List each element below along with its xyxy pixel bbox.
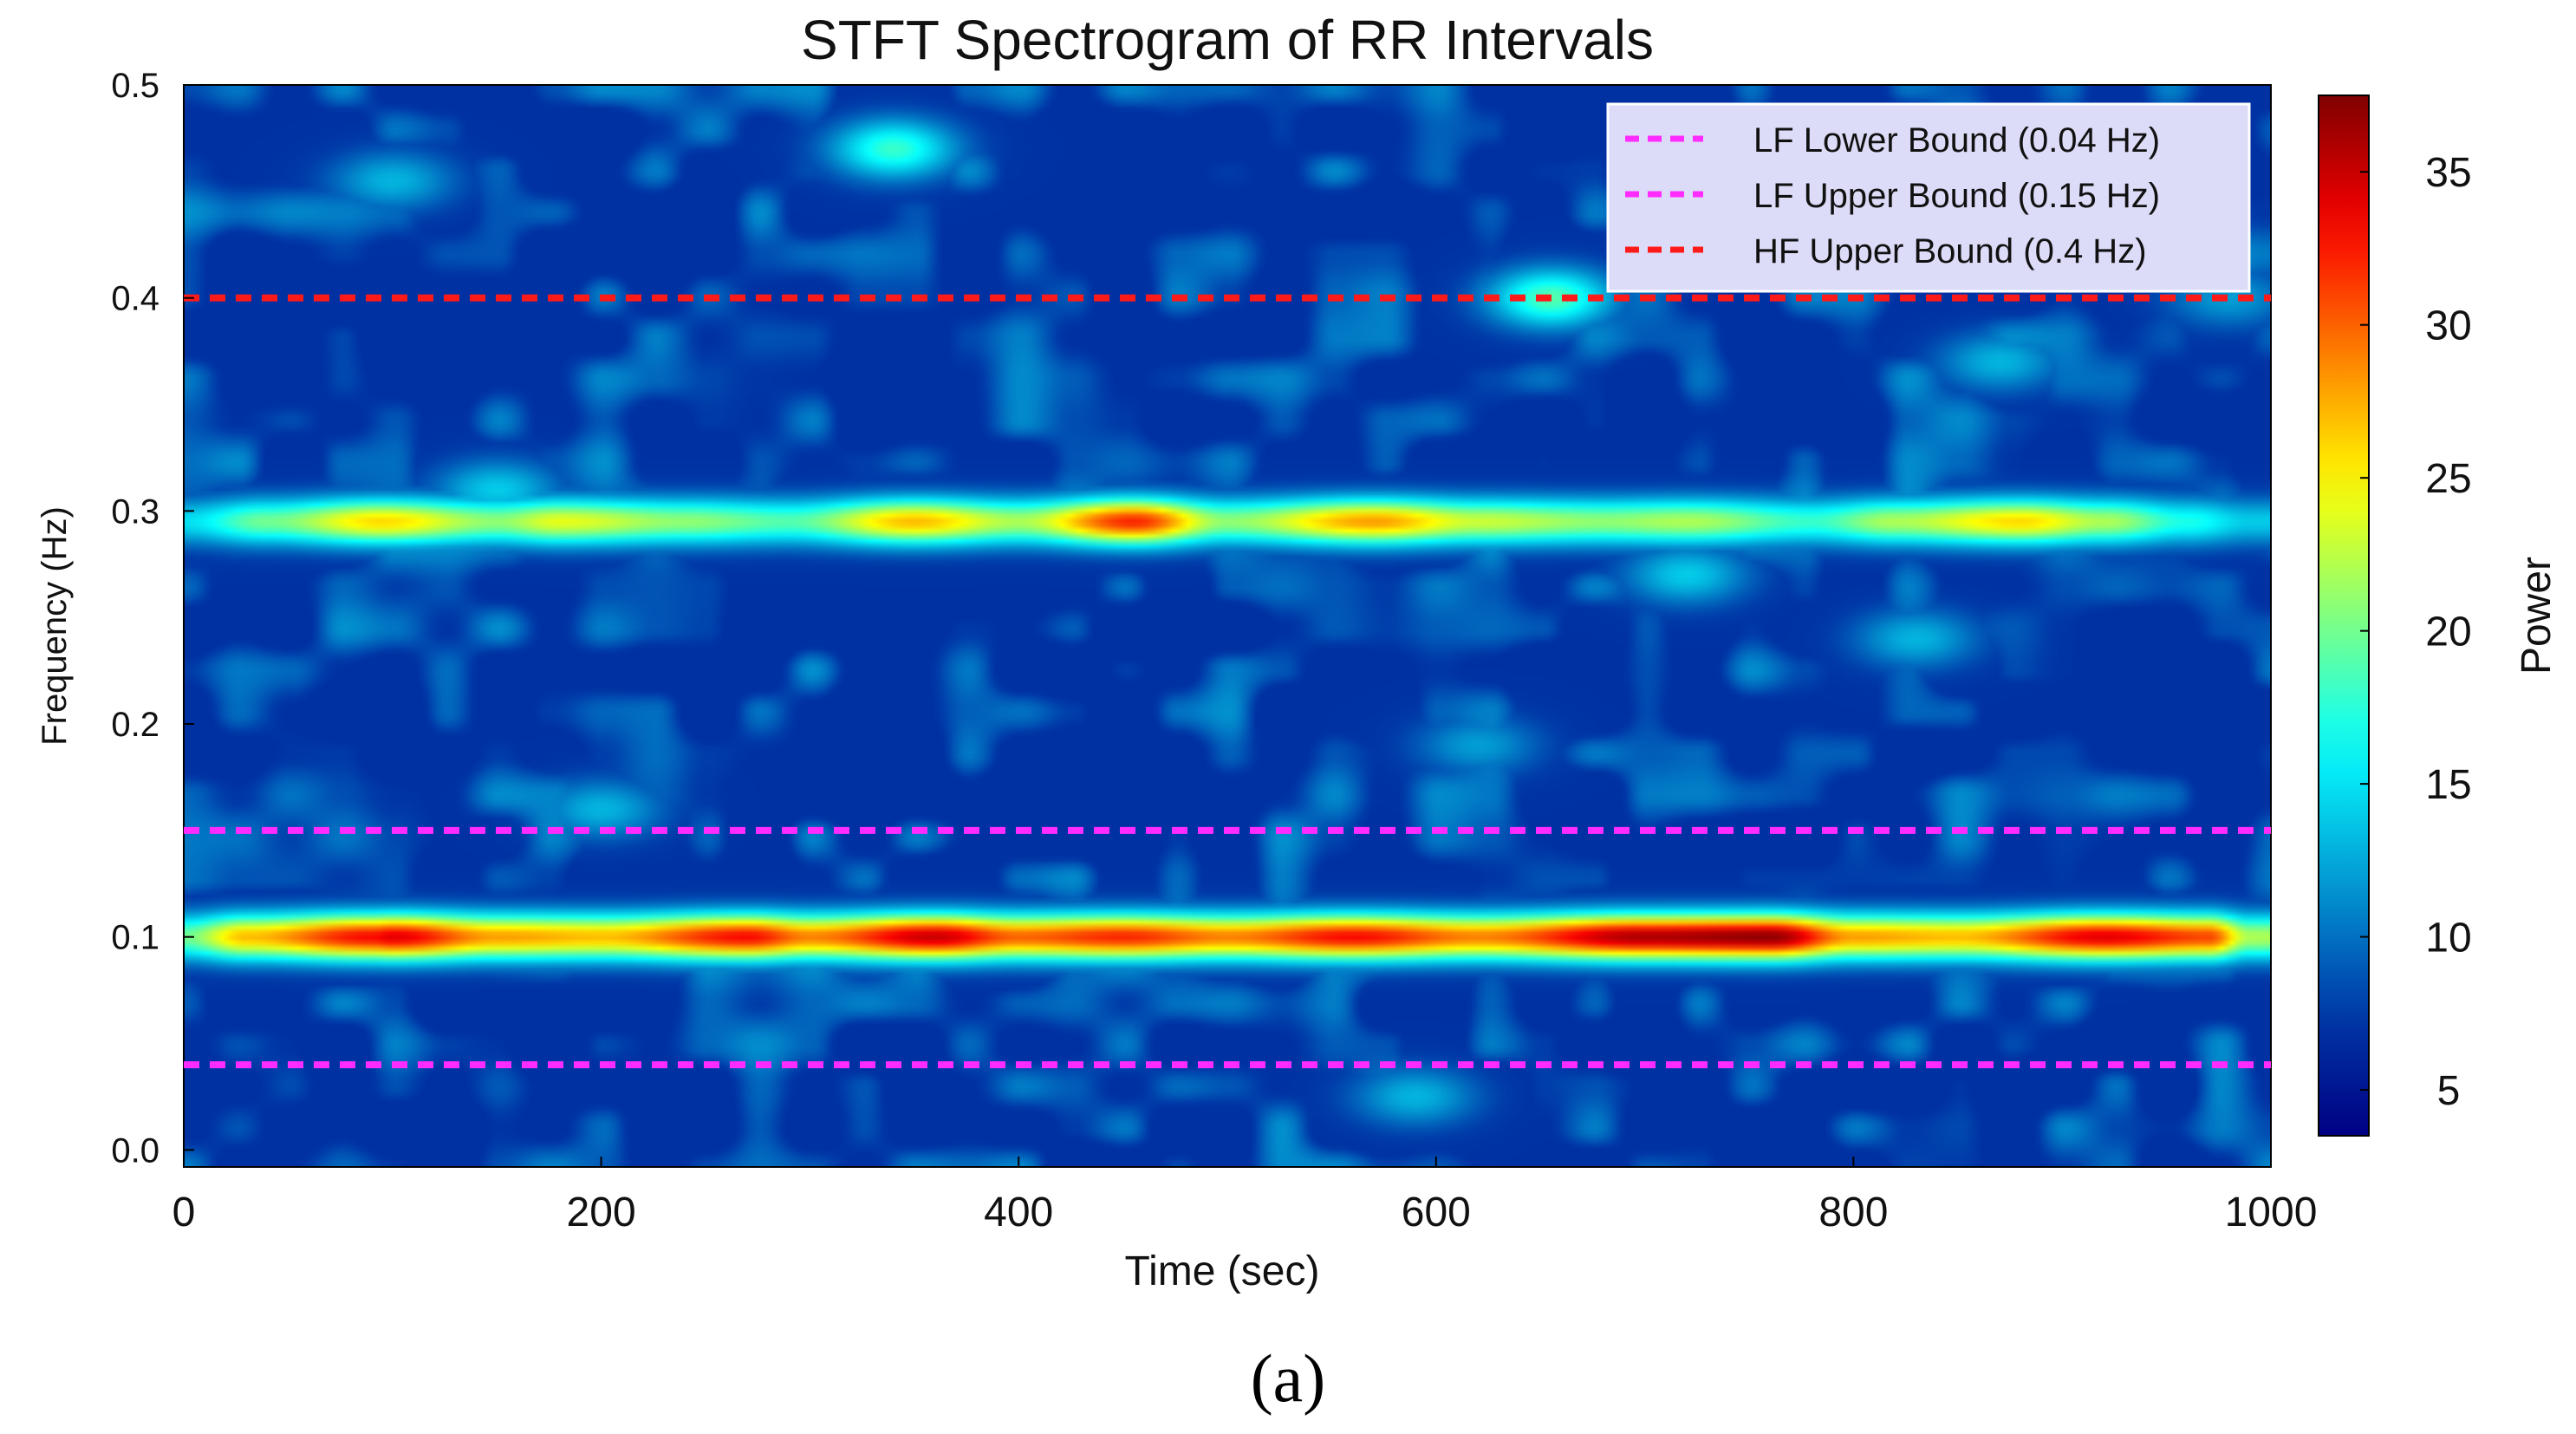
y-tick-label-0: 0.0 (111, 1131, 159, 1170)
x-axis-label: Time (sec) (1125, 1248, 1320, 1294)
colorbar-tick-label-3: 20 (2425, 609, 2471, 655)
x-tick-label-3: 600 (1402, 1190, 1471, 1235)
plot-frame (183, 84, 2272, 1168)
colorbar-tick-label-4: 25 (2425, 456, 2471, 502)
x-tick-label-0: 0 (172, 1190, 196, 1235)
x-tick-label-1: 200 (567, 1190, 636, 1235)
y-tick-label-3: 0.3 (111, 492, 159, 531)
y-axis-label: Frequency (Hz) (36, 506, 74, 746)
colorbar-tick-label-6: 35 (2425, 150, 2471, 196)
y-tick-label-4: 0.4 (111, 280, 159, 318)
colorbar-tick-label-0: 5 (2437, 1068, 2461, 1114)
colorbar-tick-label-2: 15 (2425, 762, 2471, 808)
legend-label-2: HF Upper Bound (0.4 Hz) (1753, 232, 2147, 271)
x-tick-label-4: 800 (1818, 1190, 1888, 1235)
colorbar-tick-label-5: 30 (2425, 303, 2471, 349)
legend-label-1: LF Upper Bound (0.15 Hz) (1753, 177, 2160, 215)
chart-title: STFT Spectrogram of RR Intervals (801, 9, 1654, 71)
colorbar-label: Power (2514, 557, 2560, 675)
y-tick-label-5: 0.5 (111, 67, 159, 105)
y-tick-label-2: 0.2 (111, 706, 159, 744)
legend-label-0: LF Lower Bound (0.04 Hz) (1753, 121, 2160, 160)
y-tick-label-1: 0.1 (111, 919, 159, 957)
colorbar (2318, 95, 2370, 1137)
x-tick-label-2: 400 (984, 1190, 1053, 1235)
legend-box (1606, 102, 2251, 293)
figure-caption: (a) (1250, 1340, 1326, 1416)
colorbar-tick-label-1: 10 (2425, 916, 2471, 961)
x-tick-label-5: 1000 (2225, 1190, 2318, 1235)
